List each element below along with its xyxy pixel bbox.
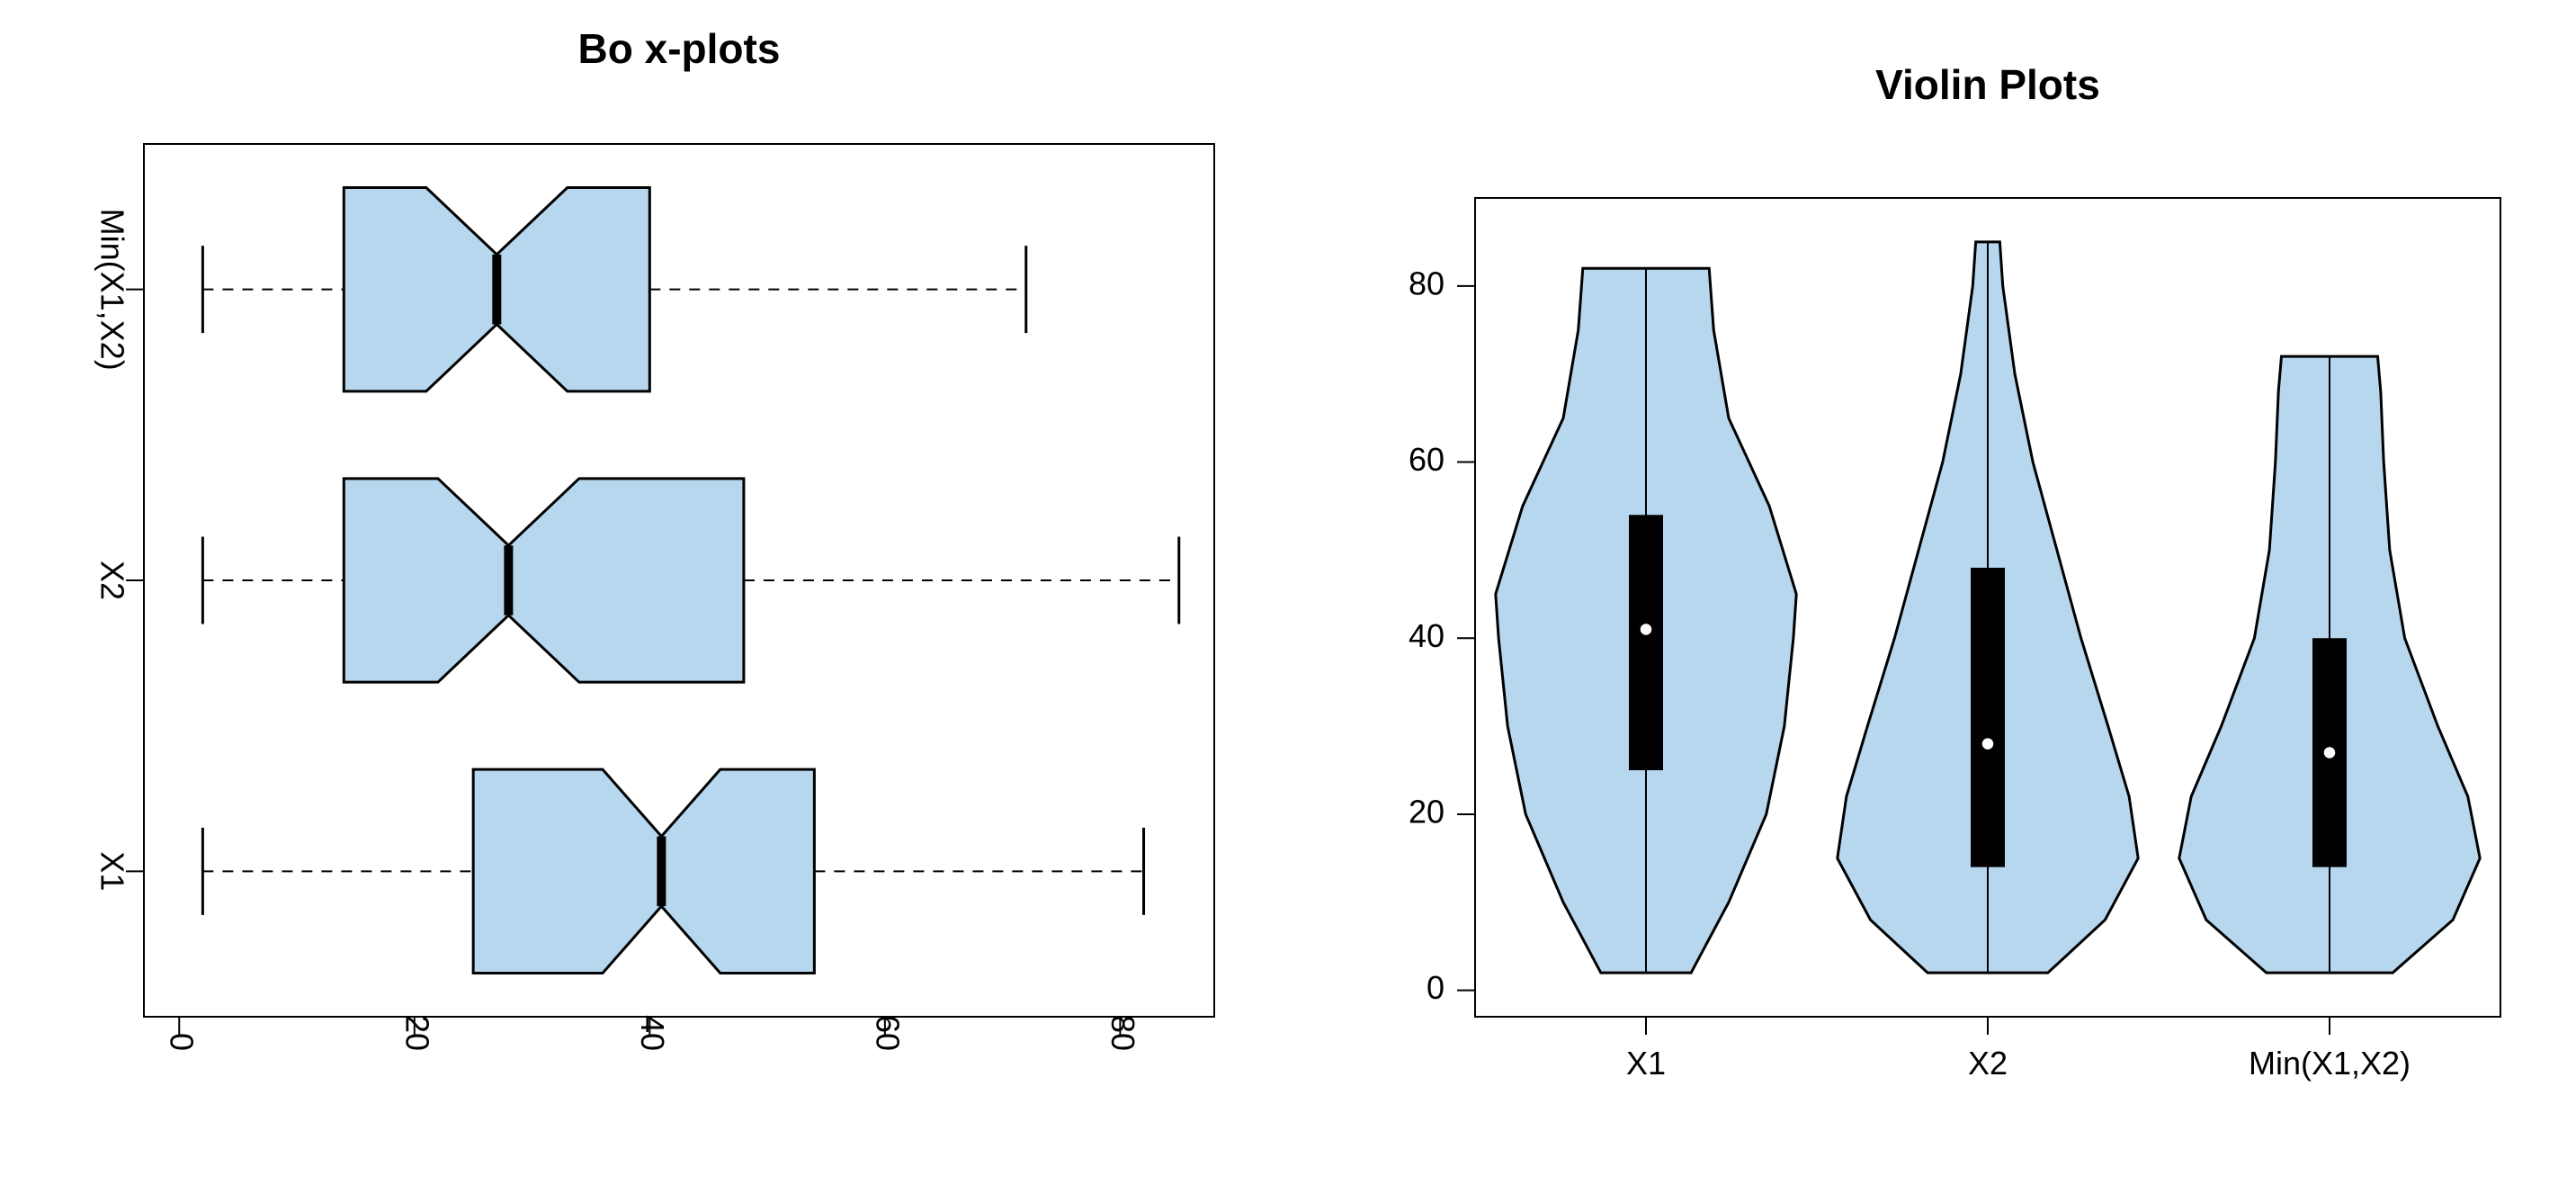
boxplot-title: Bo x-plots (578, 25, 781, 72)
violin-category-label: Min(X1,X2) (2249, 1045, 2411, 1082)
boxplot-category-label: X1 (94, 851, 130, 891)
violin-y-tick-label: 60 (1409, 441, 1445, 478)
boxplot-x-tick-label: 20 (398, 1015, 435, 1051)
boxplot-x-tick-label: 60 (869, 1015, 906, 1051)
violin-title: Violin Plots (1875, 61, 2100, 108)
boxplot-x-tick-label: 40 (634, 1015, 671, 1051)
violin-median-dot (2323, 746, 2336, 759)
box-body (344, 479, 744, 682)
violin-iqr-box (1629, 515, 1663, 770)
violin-median-dot (1981, 738, 1994, 750)
boxplot-x-tick-label: 0 (164, 1033, 201, 1051)
boxplot-category-label: Min(X1,X2) (94, 209, 130, 371)
boxplot-x-tick-label: 80 (1105, 1015, 1141, 1051)
violin-y-tick-label: 0 (1427, 969, 1445, 1006)
violin-y-tick-label: 80 (1409, 265, 1445, 301)
box-body (473, 769, 814, 973)
violin-y-tick-label: 40 (1409, 617, 1445, 654)
violin-category-label: X2 (1968, 1045, 2008, 1082)
violin-category-label: X1 (1626, 1045, 1666, 1082)
violin-median-dot (1640, 623, 1652, 635)
figure-canvas: Bo x-plots 0 20 40 60 80 X1 X2 Min(X1,X2) Violin … (0, 0, 2576, 1203)
violin-y-tick-label: 20 (1409, 793, 1445, 830)
violin-iqr-box (1971, 568, 2005, 867)
boxplot-category-label: X2 (94, 561, 130, 600)
